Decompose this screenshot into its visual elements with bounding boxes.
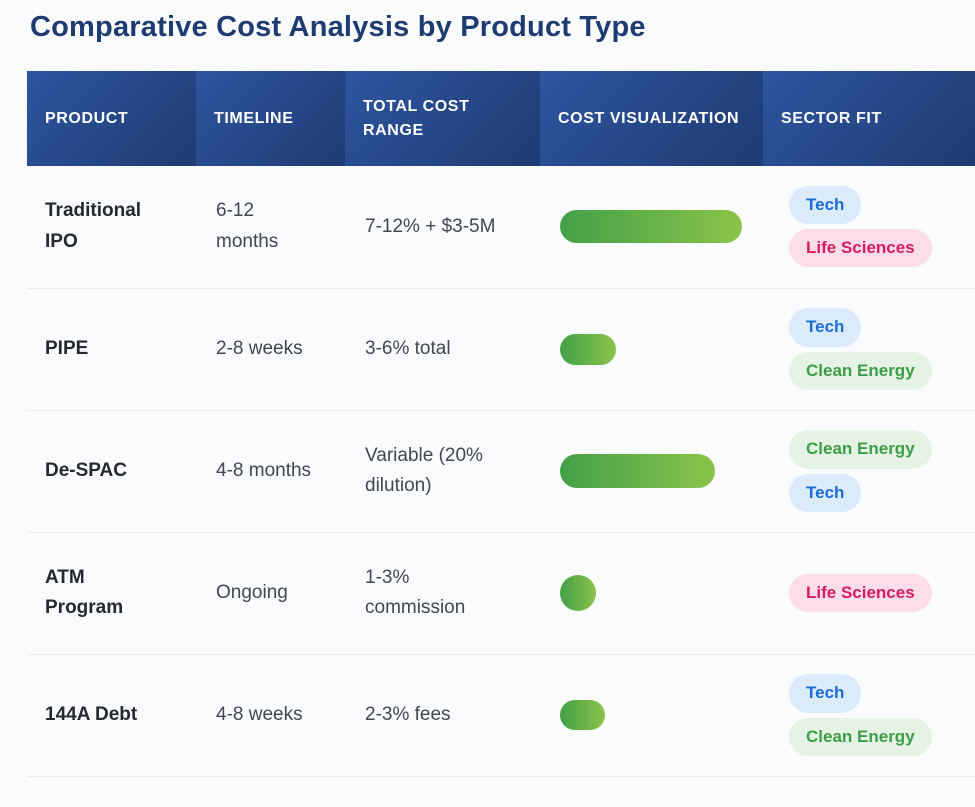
sector-fit-cell: Tech Life Sciences	[763, 166, 975, 289]
cost-range-cell: Variable (20% dilution)	[345, 410, 540, 533]
cost-analysis-table-container: PRODUCT TIMELINE TOTAL COST RANGE COST VISU…	[27, 71, 975, 777]
sector-pill-life-sciences: Life Sciences	[789, 229, 932, 268]
sector-pill-tech: Tech	[789, 308, 862, 347]
header-row: PRODUCT TIMELINE TOTAL COST RANGE COST VISU…	[27, 71, 975, 166]
cost-visualization-cell	[540, 166, 763, 289]
page-title: Comparative Cost Analysis by Product Typ…	[30, 11, 646, 43]
sector-pill-tech: Tech	[789, 473, 862, 512]
product-cell: ATM Program	[27, 532, 196, 655]
sector-fit-cell: Life Sciences	[763, 532, 975, 655]
sector-pill-list: Tech Clean Energy	[789, 308, 947, 390]
cost-visualization-cell	[540, 532, 763, 655]
column-header-product: PRODUCT	[27, 71, 196, 166]
timeline-cell: Ongoing	[196, 532, 345, 655]
sector-fit-cell: Tech Clean Energy	[763, 288, 975, 411]
table-row: PIPE 2-8 weeks 3-6% total Tech Clean Energy	[27, 288, 975, 411]
cost-visualization-cell	[540, 410, 763, 533]
sector-pill-tech: Tech	[789, 186, 862, 225]
cost-visualization-cell	[540, 654, 763, 777]
table-row: ATM Program Ongoing 1-3% commission Life Sc…	[27, 532, 975, 655]
sector-pill-tech: Tech	[789, 674, 862, 713]
timeline-cell: 4-8 months	[196, 410, 345, 533]
column-header-total-cost-range: TOTAL COST RANGE	[345, 71, 540, 166]
sector-pill-list: Life Sciences	[789, 573, 947, 613]
sector-pill-clean-energy: Clean Energy	[789, 351, 932, 390]
product-cell: PIPE	[27, 288, 196, 411]
product-cell: De-SPAC	[27, 410, 196, 533]
table-row: Traditional IPO 6-12 months 7-12% + $3-5M T…	[27, 166, 975, 289]
cost-range-cell: 1-3% commission	[345, 532, 540, 655]
cost-bar	[560, 575, 596, 611]
sector-pill-clean-energy: Clean Energy	[789, 717, 932, 756]
table-header: PRODUCT TIMELINE TOTAL COST RANGE COST VISU…	[27, 71, 975, 166]
sector-pill-list: Tech Clean Energy	[789, 674, 947, 756]
column-header-cost-visualization: COST VISUALIZATION	[540, 71, 763, 166]
column-header-timeline: TIMELINE	[196, 71, 345, 166]
cost-range-cell: 7-12% + $3-5M	[345, 166, 540, 289]
cost-range-cell: 3-6% total	[345, 288, 540, 411]
table-body: Traditional IPO 6-12 months 7-12% + $3-5M T…	[27, 166, 975, 777]
timeline-cell: 4-8 weeks	[196, 654, 345, 777]
sector-pill-clean-energy: Clean Energy	[789, 430, 932, 469]
cost-bar	[560, 700, 605, 730]
timeline-cell: 6-12 months	[196, 166, 345, 289]
product-cell: Traditional IPO	[27, 166, 196, 289]
table-row: 144A Debt 4-8 weeks 2-3% fees Tech Clean Ene…	[27, 654, 975, 777]
cost-visualization-cell	[540, 288, 763, 411]
product-cell: 144A Debt	[27, 654, 196, 777]
sector-fit-cell: Clean Energy Tech	[763, 410, 975, 533]
sector-fit-cell: Tech Clean Energy	[763, 654, 975, 777]
cost-bar	[560, 333, 616, 365]
column-header-sector-fit: SECTOR FIT	[763, 71, 975, 166]
cost-range-cell: 2-3% fees	[345, 654, 540, 777]
timeline-cell: 2-8 weeks	[196, 288, 345, 411]
cost-bar	[560, 454, 715, 488]
sector-pill-list: Clean Energy Tech	[789, 430, 947, 512]
sector-pill-list: Tech Life Sciences	[789, 186, 947, 268]
sector-pill-life-sciences: Life Sciences	[789, 573, 932, 613]
table-row: De-SPAC 4-8 months Variable (20% dilution)…	[27, 410, 975, 533]
cost-bar	[560, 210, 742, 244]
cost-table: PRODUCT TIMELINE TOTAL COST RANGE COST VISU…	[27, 71, 975, 777]
